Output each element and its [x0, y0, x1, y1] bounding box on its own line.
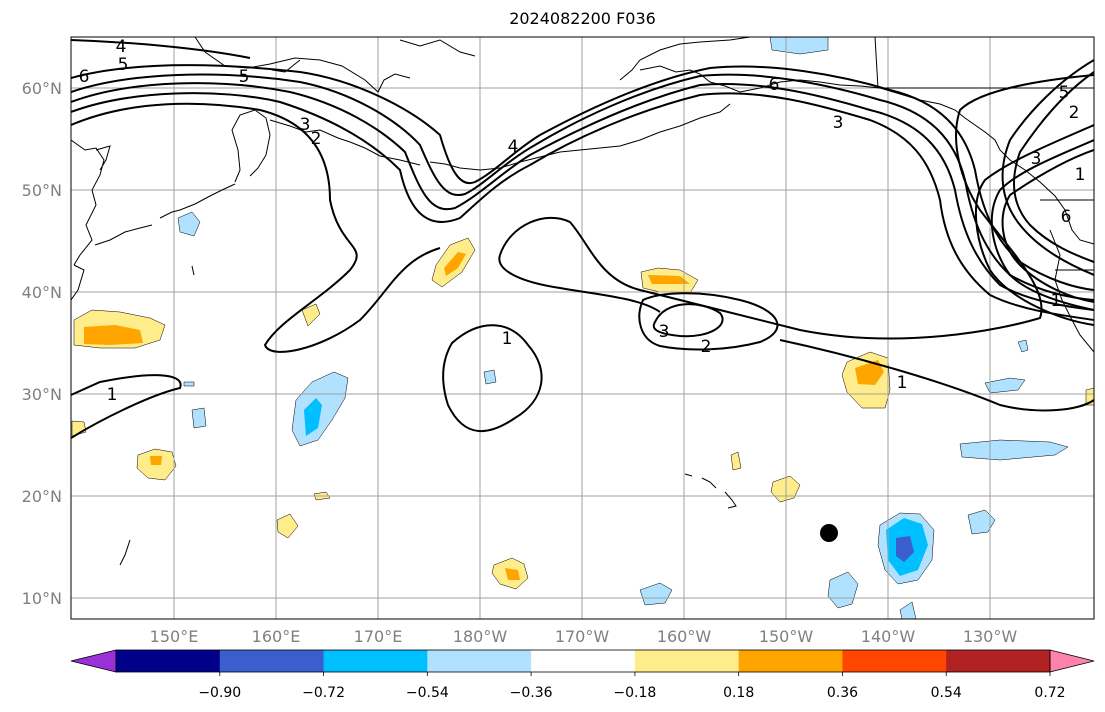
- negative-anomaly-shading: [177, 37, 1069, 619]
- colorbar-segment: [634, 650, 740, 672]
- contour-label: 1: [897, 373, 908, 393]
- contour-label: 6: [769, 75, 780, 95]
- map-frame: [70, 36, 1095, 620]
- colorbar-segment: [219, 650, 325, 672]
- lon-label: 180°W: [453, 627, 508, 646]
- colorbar-segment: [531, 650, 636, 672]
- colorbar-tick-label: −0.90: [198, 685, 241, 701]
- coastlines: [71, 37, 1094, 566]
- contour-label: 1: [1051, 291, 1062, 311]
- colorbar-tick-label: −0.72: [302, 685, 345, 701]
- contour-label: 3: [833, 113, 844, 133]
- colorbar-segment: [427, 650, 532, 672]
- lon-label: 160°W: [657, 627, 712, 646]
- lat-label: 10°N: [22, 589, 62, 608]
- lon-label: 150°W: [759, 627, 814, 646]
- contour-label: 5: [239, 67, 250, 87]
- contour-label: 1: [1075, 165, 1086, 185]
- lat-label: 50°N: [22, 181, 62, 200]
- longitude-labels: 150°E 160°E 170°E 180°W 170°W 160°W 150°W 140°W…: [150, 627, 1018, 646]
- colorbar-tick-labels: −0.90 −0.72 −0.54 −0.36 −0.18 0.18 0.36 0.54 0.7…: [198, 685, 1065, 701]
- lon-label: 140°W: [861, 627, 916, 646]
- lon-label: 130°W: [963, 627, 1018, 646]
- contour-label: 2: [1069, 103, 1080, 123]
- colorbar-segment: [946, 650, 1051, 672]
- colorbar-segment: [738, 650, 843, 672]
- contour-label: 4: [116, 37, 127, 57]
- contour-label: 3: [1031, 149, 1042, 169]
- colorbar-tick-label: −0.36: [510, 685, 553, 701]
- height-contours: [71, 39, 1094, 439]
- lon-label: 160°E: [252, 627, 301, 646]
- contour-label: 1: [107, 385, 118, 405]
- contour-label: 6: [79, 67, 90, 87]
- contour-label: 2: [311, 129, 322, 149]
- contour-label: 6: [1061, 207, 1072, 227]
- lat-label: 20°N: [22, 487, 62, 506]
- lon-label: 170°E: [354, 627, 403, 646]
- colorbar-tick-label: 0.72: [1034, 685, 1065, 701]
- colorbar: [70, 649, 1095, 676]
- contour-label: 5: [118, 55, 129, 75]
- contour-label: 5: [1059, 83, 1070, 103]
- colorbar-frame: [115, 649, 1051, 673]
- colorbar-segment: [323, 650, 428, 672]
- latitude-labels: 60°N 50°N 40°N 30°N 20°N 10°N: [22, 79, 62, 608]
- contour-label: 2: [701, 337, 712, 357]
- contour-label: 4: [508, 137, 519, 157]
- colorbar-tick-label: 0.36: [827, 685, 858, 701]
- colorbar-extend-high: [1049, 649, 1095, 673]
- colorbar-tick-label: −0.18: [613, 685, 656, 701]
- contour-label: 1: [502, 329, 513, 349]
- contour-label: 3: [300, 115, 311, 135]
- lat-label: 30°N: [22, 385, 62, 404]
- colorbar-tick-label: 0.18: [723, 685, 754, 701]
- lat-label: 40°N: [22, 283, 62, 302]
- contour-label: 3: [659, 322, 670, 342]
- lon-label: 170°W: [555, 627, 610, 646]
- lat-label: 60°N: [22, 79, 62, 98]
- lon-label: 150°E: [150, 627, 199, 646]
- colorbar-extend-low: [70, 649, 117, 673]
- colorbar-segment: [842, 650, 947, 672]
- map-title: 2024082200 F036: [509, 9, 656, 28]
- colorbar-tick-label: −0.54: [406, 685, 449, 701]
- storm-center-marker: [820, 524, 838, 542]
- colorbar-tick-label: 0.54: [931, 685, 962, 701]
- colorbar-segment: [116, 650, 221, 672]
